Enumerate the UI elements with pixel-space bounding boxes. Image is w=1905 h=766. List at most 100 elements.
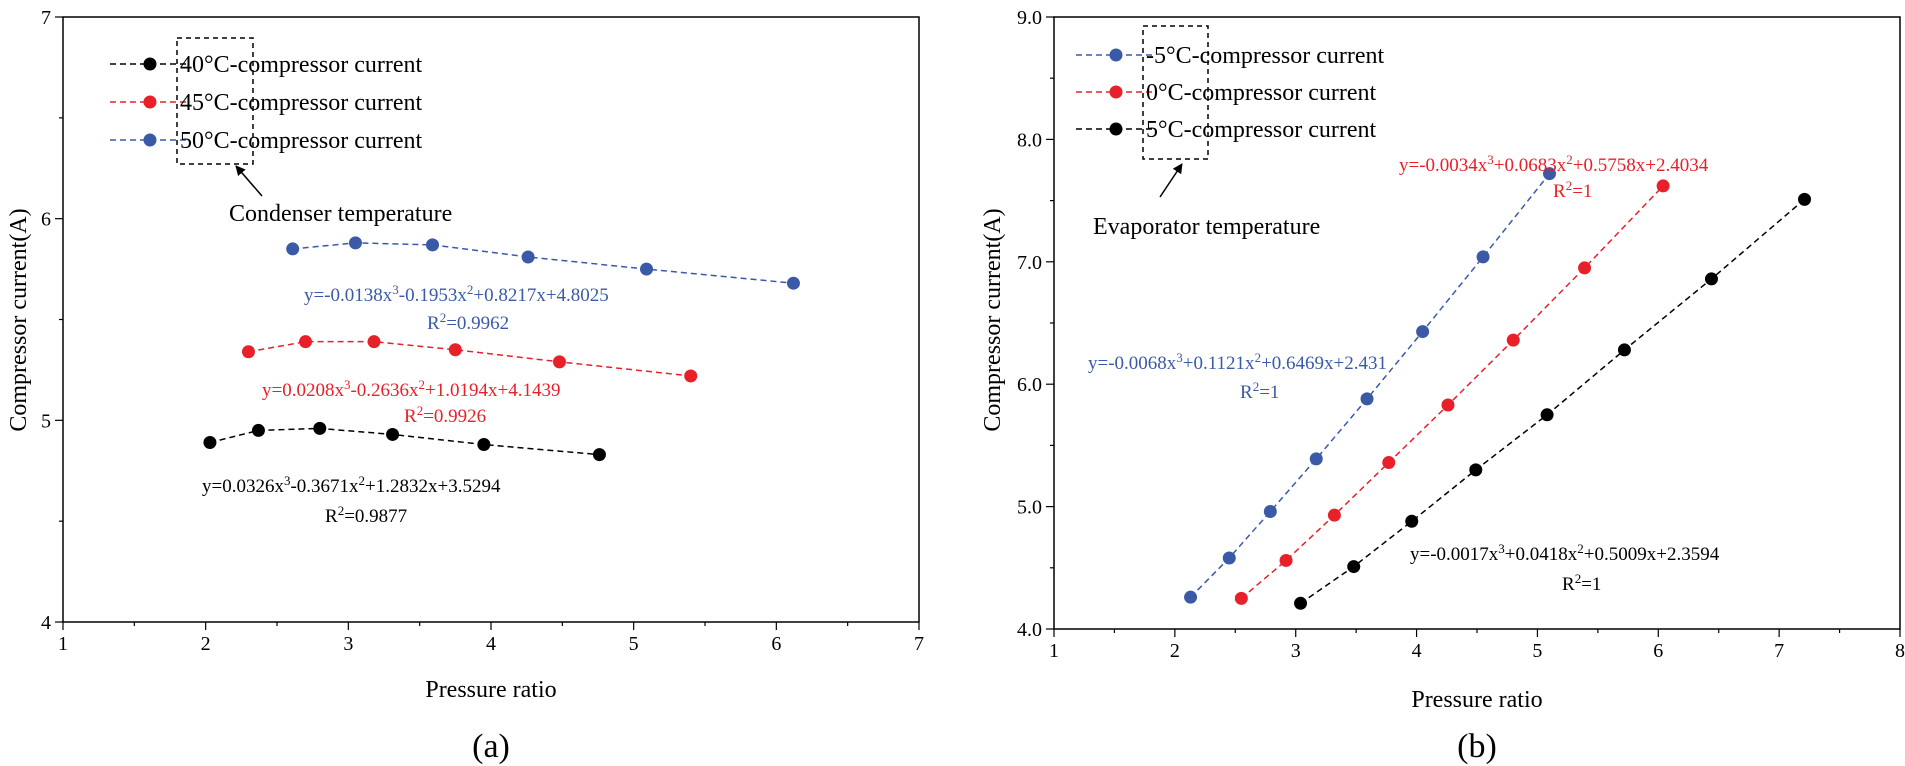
panel-a-fit-equation-40c: y=0.0326x3-0.3671x2+1.2832x+3.5294 — [202, 473, 501, 498]
panel-b-data-point-0c — [1656, 179, 1670, 193]
panel-a-y-tick-label: 5 — [41, 410, 51, 432]
panel-a-legend-label: 50°C-compressor current — [180, 128, 423, 154]
panel-a-data-point-40c — [203, 436, 217, 450]
panel-a-data-point-50c — [348, 236, 362, 250]
panel-a-data-point-45c — [367, 335, 381, 349]
panel-a-x-tick-label: 4 — [486, 633, 496, 655]
panel-b-x-tick-label: 7 — [1774, 640, 1784, 662]
panel-b-data-point-5c — [1798, 192, 1812, 206]
panel-a-data-point-50c — [426, 238, 440, 252]
panel-b-legend-label: 5°C-compressor current — [1146, 117, 1377, 143]
panel-a-fit-r2-50c: R2=0.9962 — [427, 310, 509, 335]
panel-b-data-point-5c — [1405, 514, 1419, 528]
panel-a-x-tick-label: 3 — [343, 633, 353, 655]
panel-b-legend-marker — [1109, 85, 1123, 99]
panel-b-x-tick-label: 1 — [1049, 640, 1059, 662]
panel-a-data-point-40c — [251, 423, 265, 437]
panel-b-data-point-0c — [1234, 591, 1248, 605]
panel-b-x-tick-label: 8 — [1895, 640, 1905, 662]
panel-a-fit-r2-40c: R2=0.9877 — [325, 503, 407, 528]
panel-a-x-axis-title: Pressure ratio — [425, 677, 556, 703]
panel-b-data-point-0c — [1441, 398, 1455, 412]
panel-a-legend-marker — [143, 57, 157, 71]
panel-b-data-point-minus5c — [1309, 452, 1323, 466]
panel-b-data-point-0c — [1382, 456, 1396, 470]
panel-b-y-tick-label: 9.0 — [1017, 7, 1042, 29]
panel-a-ticks: 1 2 3 4 5 6 7 4 5 6 7 — [41, 7, 924, 655]
panel-a-x-tick-label: 6 — [771, 633, 781, 655]
panel-b-legend-label: -5°C-compressor current — [1146, 43, 1385, 69]
panel-a-data-point-40c — [477, 438, 491, 452]
panel-b-legend-group-label: Evaporator temperature — [1093, 214, 1320, 240]
panel-a-data-point-45c — [552, 355, 566, 369]
panel-b-y-tick-label: 4.0 — [1017, 619, 1042, 641]
panel-b-fit-equation-minus5c: y=-0.0068x3+0.1121x2+0.6469x+2.431 — [1088, 350, 1387, 375]
panel-a-legend-marker — [143, 95, 157, 109]
panel-b-x-tick-label: 5 — [1532, 640, 1542, 662]
panel-a-legend-label: 45°C-compressor current — [180, 90, 423, 116]
panel-a-data-point-45c — [684, 369, 698, 383]
panel-b-y-axis-title: Compressor current(A) — [980, 208, 1006, 431]
panel-b-y-tick-label: 8.0 — [1017, 129, 1042, 151]
panel-a-y-tick-label: 7 — [41, 7, 51, 29]
panel-b-series-layer — [1184, 167, 1812, 610]
panel-a-legend-arrow — [235, 165, 263, 197]
panel-a-legend: 40°C-compressor current 45°C-compressor c… — [110, 37, 452, 227]
panel-a-fit-r2-45c: R2=0.9926 — [404, 403, 486, 428]
panel-a-legend-group-box — [176, 37, 254, 165]
panel-a-fit-equation-50c: y=-0.0138x3-0.1953x2+0.8217x+4.8025 — [304, 282, 609, 307]
panel-b-legend-items: -5°C-compressor current 0°C-compressor cu… — [1076, 43, 1385, 143]
panel-b-y-tick-label: 7.0 — [1017, 252, 1042, 274]
panel-a-data-point-50c — [286, 242, 300, 256]
panel-a-y-tick-label: 6 — [41, 209, 51, 231]
panel-b-data-point-5c — [1347, 560, 1361, 574]
panel-b-series-line-0c — [1240, 185, 1664, 599]
panel-a-data-point-45c — [241, 345, 255, 359]
panel-b-y-tick-label: 6.0 — [1017, 374, 1042, 396]
panel-b-data-point-0c — [1327, 508, 1341, 522]
panel-a-data-point-45c — [299, 335, 313, 349]
panel-b-fit-r2-5c: R2=1 — [1562, 571, 1601, 596]
panel-a-y-tick-label: 4 — [41, 612, 51, 634]
panel-b-x-tick-label: 6 — [1653, 640, 1663, 662]
panel-b-legend-arrow — [1159, 163, 1183, 198]
panel-b-data-point-minus5c — [1416, 325, 1430, 339]
panel-b-data-point-minus5c — [1543, 167, 1557, 181]
panel-b-data-point-5c — [1617, 343, 1631, 357]
panel-b-plot-frame — [1053, 16, 1901, 630]
panel-b-x-tick-label: 3 — [1291, 640, 1301, 662]
panel-a-legend-group-label: Condenser temperature — [229, 201, 452, 227]
panel-a-series-line-45c — [248, 340, 691, 377]
panel-a-x-tick-label: 7 — [914, 633, 924, 655]
panel-b-ticks: 1 2 3 4 5 6 7 8 4.0 5.0 6.0 7.0 8.0 9.0 — [1017, 7, 1905, 662]
panel-b-data-point-0c — [1578, 261, 1592, 275]
panel-b-x-tick-label: 2 — [1170, 640, 1180, 662]
panel-b-data-point-minus5c — [1222, 551, 1236, 565]
panel-a-y-axis-title: Compressor current(A) — [6, 208, 32, 431]
panel-b-chart: 1 2 3 4 5 6 7 8 4.0 5.0 6.0 7.0 8.0 9.0 Pressure rati… — [980, 7, 1905, 765]
panel-b-y-tick-label: 5.0 — [1017, 497, 1042, 519]
panel-a-series-line-40c — [209, 427, 600, 456]
panel-b-series-line-5c — [1300, 198, 1806, 604]
panel-a-legend-marker — [143, 133, 157, 147]
panel-a-data-point-50c — [786, 276, 800, 290]
panel-b-fit-r2-0c: R2=1 — [1553, 178, 1592, 203]
panel-a-series-layer — [203, 236, 800, 462]
panel-b-series-line-minus5c — [1190, 173, 1551, 598]
panel-a-data-point-45c — [448, 343, 462, 357]
panel-a-data-point-40c — [592, 448, 606, 462]
panel-a-x-tick-label: 1 — [58, 633, 68, 655]
panel-b-fit-r2-minus5c: R2=1 — [1240, 379, 1279, 404]
panel-b-data-point-minus5c — [1263, 504, 1277, 518]
panel-b-data-point-5c — [1469, 463, 1483, 477]
panel-a-data-point-50c — [640, 262, 654, 276]
panel-b-data-point-minus5c — [1184, 590, 1198, 604]
panel-b-legend-marker — [1109, 48, 1123, 62]
panel-a-legend-items: 40°C-compressor current 45°C-compressor c… — [110, 52, 423, 154]
panel-b-data-point-5c — [1540, 408, 1554, 422]
panel-a-fit-equation-45c: y=0.0208x3-0.2636x2+1.0194x+4.1439 — [262, 377, 560, 402]
panel-b-legend-label: 0°C-compressor current — [1146, 80, 1377, 106]
panel-b-fit-equation-0c: y=-0.0034x3+0.0683x2+0.5758x+2.4034 — [1399, 152, 1709, 177]
panel-a-data-point-40c — [313, 421, 327, 435]
